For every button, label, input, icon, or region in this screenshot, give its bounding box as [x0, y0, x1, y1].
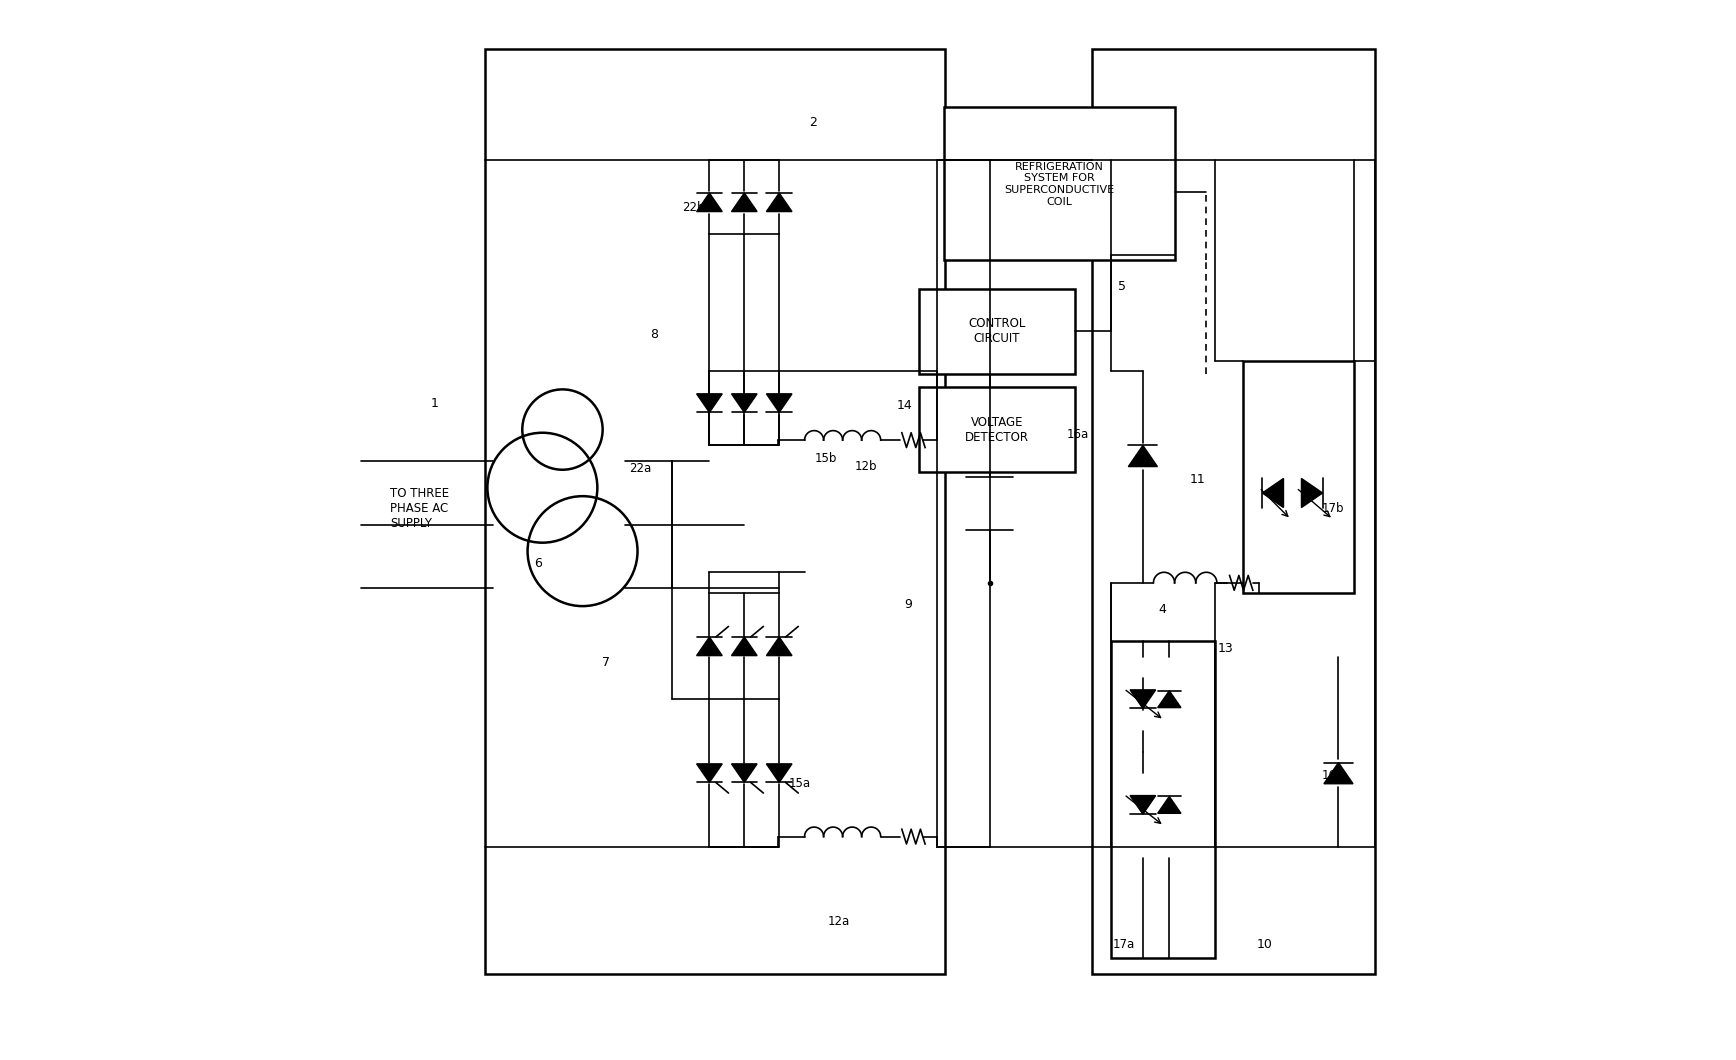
- Text: VOLTAGE
DETECTOR: VOLTAGE DETECTOR: [965, 416, 1029, 443]
- Polygon shape: [731, 394, 757, 412]
- Polygon shape: [1128, 445, 1158, 466]
- Text: 15b: 15b: [814, 452, 837, 464]
- Polygon shape: [766, 394, 792, 412]
- Polygon shape: [1130, 796, 1156, 814]
- Text: 4: 4: [1158, 603, 1167, 616]
- Bar: [1111, 641, 1215, 958]
- Text: 6: 6: [535, 558, 542, 570]
- Bar: [1092, 49, 1375, 974]
- Polygon shape: [1158, 691, 1180, 708]
- Text: 2: 2: [809, 117, 818, 129]
- Text: TO THREE
PHASE AC
SUPPLY: TO THREE PHASE AC SUPPLY: [391, 488, 450, 530]
- Polygon shape: [731, 764, 757, 782]
- Polygon shape: [1302, 478, 1323, 508]
- Polygon shape: [1262, 478, 1283, 508]
- Text: REFRIGERATION
SYSTEM FOR
SUPERCONDUCTIVE
COIL: REFRIGERATION SYSTEM FOR SUPERCONDUCTIVE…: [1005, 162, 1115, 207]
- Polygon shape: [1325, 762, 1352, 783]
- Text: 7: 7: [602, 656, 609, 669]
- Text: CONTROL
CIRCUIT: CONTROL CIRCUIT: [969, 317, 1026, 346]
- Text: 5: 5: [1118, 280, 1125, 294]
- Text: 16b: 16b: [1321, 768, 1344, 782]
- Polygon shape: [696, 637, 722, 655]
- Polygon shape: [696, 394, 722, 412]
- Text: 8: 8: [651, 328, 658, 341]
- Text: 22b: 22b: [682, 201, 705, 214]
- Text: 12a: 12a: [828, 915, 849, 928]
- Polygon shape: [731, 637, 757, 655]
- Text: 14: 14: [898, 399, 913, 411]
- Text: 9: 9: [904, 598, 911, 611]
- Polygon shape: [766, 637, 792, 655]
- Polygon shape: [766, 193, 792, 212]
- Bar: [918, 387, 1075, 472]
- Text: 17b: 17b: [1321, 502, 1344, 515]
- Polygon shape: [766, 764, 792, 782]
- Text: 10: 10: [1257, 938, 1272, 951]
- Polygon shape: [1158, 796, 1180, 813]
- Text: 11: 11: [1189, 473, 1207, 485]
- Text: 1: 1: [431, 396, 439, 409]
- Polygon shape: [731, 193, 757, 212]
- Bar: [944, 107, 1175, 261]
- Text: 17a: 17a: [1113, 938, 1135, 951]
- Text: 13: 13: [1217, 642, 1233, 655]
- Text: 15a: 15a: [788, 777, 811, 791]
- Polygon shape: [696, 764, 722, 782]
- Text: 22a: 22a: [630, 462, 651, 475]
- Text: 16a: 16a: [1066, 428, 1088, 441]
- Polygon shape: [1130, 690, 1156, 708]
- Bar: [918, 289, 1075, 373]
- Polygon shape: [696, 193, 722, 212]
- Bar: [486, 49, 944, 974]
- Bar: [1243, 360, 1354, 594]
- Text: 12b: 12b: [854, 460, 877, 473]
